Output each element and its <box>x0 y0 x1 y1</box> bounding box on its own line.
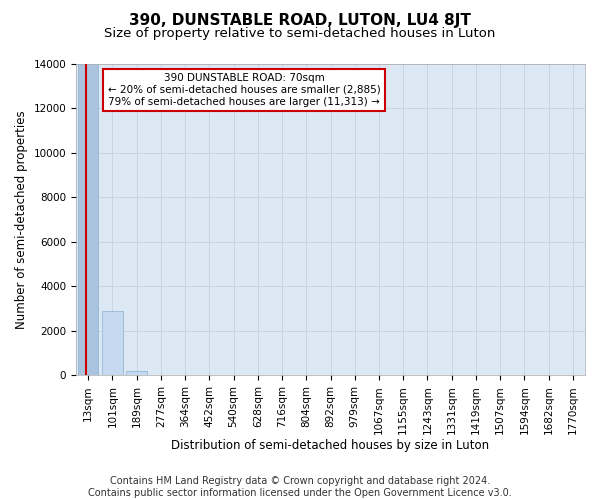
Text: 390, DUNSTABLE ROAD, LUTON, LU4 8JT: 390, DUNSTABLE ROAD, LUTON, LU4 8JT <box>129 12 471 28</box>
Y-axis label: Number of semi-detached properties: Number of semi-detached properties <box>15 110 28 329</box>
X-axis label: Distribution of semi-detached houses by size in Luton: Distribution of semi-detached houses by … <box>172 440 490 452</box>
Bar <box>78 62 98 376</box>
Text: Contains HM Land Registry data © Crown copyright and database right 2024.
Contai: Contains HM Land Registry data © Crown c… <box>88 476 512 498</box>
Bar <box>127 371 147 376</box>
Bar <box>102 312 122 376</box>
Text: Size of property relative to semi-detached houses in Luton: Size of property relative to semi-detach… <box>104 28 496 40</box>
Bar <box>151 375 171 376</box>
Text: 390 DUNSTABLE ROAD: 70sqm
← 20% of semi-detached houses are smaller (2,885)
79% : 390 DUNSTABLE ROAD: 70sqm ← 20% of semi-… <box>107 74 380 106</box>
